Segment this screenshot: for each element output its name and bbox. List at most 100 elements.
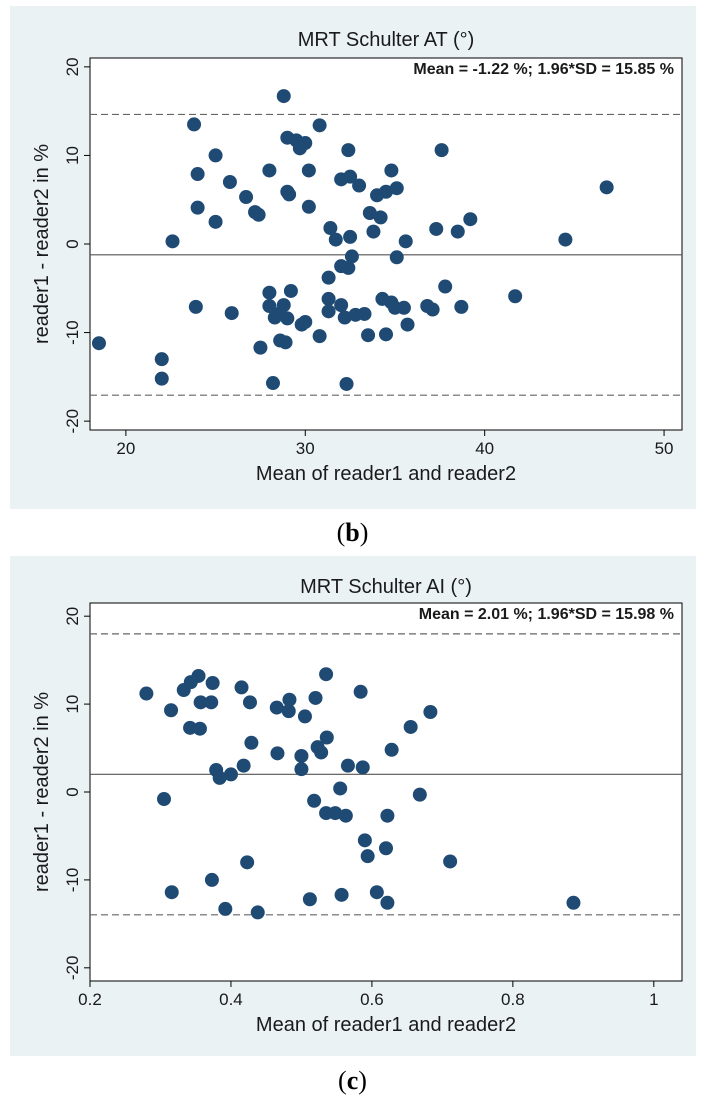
data-point	[205, 675, 220, 690]
data-point	[423, 705, 438, 720]
data-point	[352, 178, 367, 193]
x-tick-label: 30	[296, 439, 315, 458]
x-axis-label: Mean of reader1 and reader2	[256, 463, 516, 485]
bland-altman-plot-at: MRT Schulter AT (°) Mean = -1.22 %; 1.96*…	[31, 29, 683, 485]
data-point	[91, 336, 106, 351]
data-point	[339, 376, 354, 391]
data-point	[334, 298, 349, 313]
data-point	[355, 760, 370, 775]
data-point	[302, 892, 317, 907]
data-point	[338, 808, 353, 823]
data-point	[403, 719, 418, 734]
data-point	[269, 700, 284, 715]
data-point	[192, 721, 207, 736]
data-point	[341, 143, 356, 158]
y-tick-label: 10	[63, 695, 82, 714]
data-point	[298, 314, 313, 329]
caption-c: (c)	[338, 1066, 367, 1095]
data-point	[222, 175, 237, 189]
y-axis-label: reader1 - reader2 in %	[31, 144, 53, 344]
data-point	[379, 327, 393, 342]
y-tick-label: -20	[63, 409, 82, 434]
data-point	[188, 299, 203, 314]
data-point	[224, 306, 239, 321]
y-tick-label: -10	[63, 320, 82, 345]
chart-title: MRT Schulter AI (°)	[300, 576, 472, 598]
data-point	[379, 841, 393, 856]
y-tick-label: 10	[63, 146, 82, 165]
x-tick-label: 0.2	[78, 990, 102, 1009]
data-point	[337, 310, 352, 325]
data-point	[280, 311, 295, 326]
data-point	[425, 302, 440, 317]
data-point	[321, 270, 336, 285]
data-point	[361, 328, 376, 343]
data-point	[301, 163, 316, 178]
data-point	[366, 224, 381, 239]
data-point	[321, 291, 336, 306]
data-point	[360, 849, 375, 864]
data-point	[312, 118, 327, 133]
data-point	[454, 299, 469, 314]
data-point	[244, 735, 259, 750]
data-point	[434, 143, 449, 158]
stats-annotation: Mean = -1.22 %; 1.96*SD = 15.85 %	[413, 61, 674, 78]
data-point	[208, 214, 223, 229]
data-point	[344, 249, 359, 264]
data-point	[384, 742, 399, 757]
data-point	[380, 895, 395, 910]
data-point	[343, 229, 358, 244]
data-point	[357, 306, 372, 321]
x-tick-label: 50	[655, 439, 674, 458]
data-point	[298, 136, 313, 151]
y-tick-label: 0	[63, 239, 82, 248]
data-point	[191, 668, 206, 683]
data-point	[253, 340, 268, 355]
data-point	[450, 224, 465, 239]
data-point	[398, 234, 413, 249]
data-point	[373, 210, 388, 225]
data-point	[283, 283, 298, 298]
data-point	[281, 704, 296, 719]
data-point	[343, 169, 358, 184]
data-point	[212, 770, 227, 785]
y-tick-label: 20	[63, 57, 82, 76]
data-point	[389, 181, 404, 196]
data-point	[242, 695, 257, 710]
data-point	[165, 234, 180, 249]
data-point	[380, 808, 395, 823]
y-tick-label: -10	[63, 868, 82, 893]
data-point	[319, 667, 334, 682]
data-point	[208, 148, 223, 163]
data-point	[262, 285, 277, 300]
data-point	[218, 901, 233, 916]
y-tick-label: 20	[63, 607, 82, 626]
panel-b-chart: MRT Schulter AT (°) Mean = -1.22 %; 1.96*…	[10, 6, 696, 509]
data-point	[341, 260, 356, 275]
data-point	[321, 304, 336, 319]
data-point	[400, 317, 415, 332]
data-point	[193, 695, 208, 710]
data-point	[297, 709, 312, 724]
caption-b: (b)	[336, 518, 369, 547]
data-point	[190, 167, 205, 182]
data-point	[250, 905, 265, 920]
data-point	[164, 885, 179, 900]
data-point	[328, 232, 343, 247]
data-point	[319, 730, 334, 745]
data-point	[270, 746, 285, 761]
data-point	[278, 335, 293, 350]
data-point	[223, 767, 238, 782]
data-point	[301, 199, 316, 214]
data-point	[463, 212, 478, 227]
x-tick-label: 0.8	[501, 990, 525, 1009]
x-tick-label: 0.4	[219, 990, 243, 1009]
data-point	[379, 184, 393, 199]
data-point	[389, 250, 404, 265]
data-point	[251, 207, 266, 222]
x-tick-label: 40	[475, 439, 494, 458]
data-point	[154, 352, 169, 367]
x-tick-label: 1	[649, 990, 658, 1009]
y-tick-label: 0	[63, 787, 82, 796]
data-point	[362, 206, 377, 220]
